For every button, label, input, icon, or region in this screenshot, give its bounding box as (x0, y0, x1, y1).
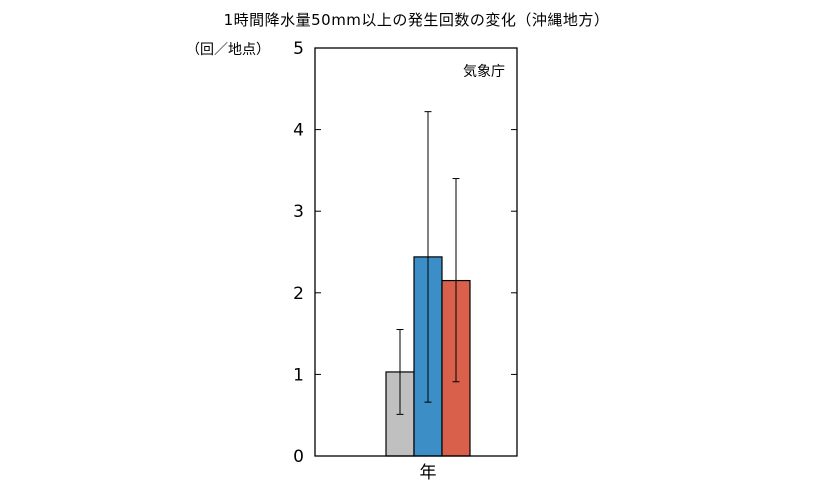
y-tick-label: 4 (293, 121, 304, 141)
y-axis-unit-label: （回／地点） (186, 42, 270, 58)
credit-label: 気象庁 (463, 64, 505, 80)
y-tick-label: 1 (293, 365, 304, 385)
chart-title: 1時間降水量50mm以上の発生回数の変化（沖縄地方） (223, 11, 610, 29)
y-tick-label: 0 (293, 447, 304, 467)
y-tick-label: 3 (293, 202, 304, 222)
error-bars-group (396, 111, 460, 415)
y-tick-label: 5 (293, 39, 304, 59)
y-axis: 0 1 2 3 4 5 (293, 39, 517, 467)
plot-frame (314, 47, 518, 457)
y-tick-label: 2 (293, 284, 304, 304)
category-label: 年 (420, 463, 437, 483)
